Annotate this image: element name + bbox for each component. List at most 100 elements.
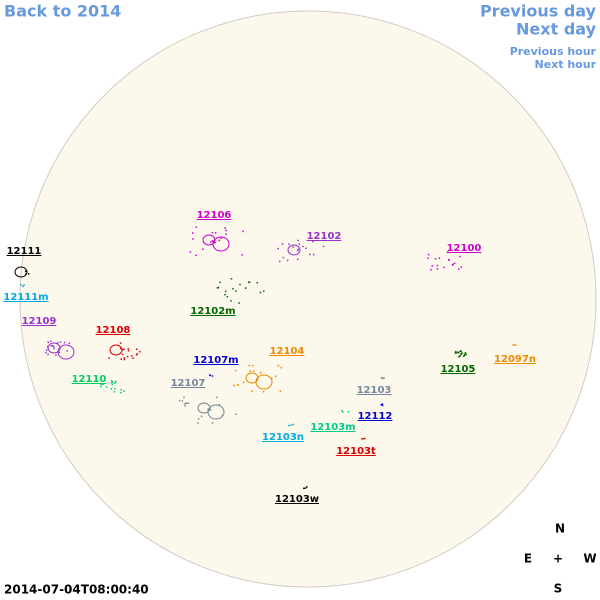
spot	[126, 355, 129, 358]
region-label[interactable]: 12111m	[3, 292, 48, 303]
spot	[225, 233, 227, 235]
region-label[interactable]: 12112	[358, 411, 393, 422]
region-label[interactable]: 12103w	[275, 494, 319, 505]
spot	[322, 245, 325, 248]
spot	[225, 290, 227, 293]
spot	[47, 353, 49, 356]
region-label[interactable]: 12107m	[193, 355, 238, 366]
region-label[interactable]: 12109	[22, 316, 57, 327]
spot-group	[108, 342, 141, 361]
spot	[114, 380, 117, 383]
spot	[114, 387, 116, 390]
spot	[123, 348, 125, 351]
spot-group	[380, 403, 384, 407]
previous-hour-link[interactable]: Previous hour	[510, 45, 597, 58]
region-label[interactable]: 12102	[307, 231, 342, 242]
spot	[23, 284, 25, 286]
spot	[195, 254, 197, 257]
spot	[211, 231, 214, 234]
spot	[110, 388, 112, 390]
spot	[119, 347, 122, 350]
spot	[461, 352, 463, 354]
spot	[123, 358, 126, 361]
spot	[459, 255, 461, 258]
region-label[interactable]: 12102m	[190, 306, 235, 317]
region-label[interactable]: 12110	[72, 374, 107, 385]
spot	[211, 375, 214, 377]
spot-group	[512, 344, 517, 346]
spot	[381, 377, 384, 380]
spot	[220, 237, 222, 239]
next-hour-link[interactable]: Next hour	[535, 58, 597, 71]
spot	[458, 355, 460, 358]
region-label[interactable]: 12106	[197, 210, 232, 221]
spot	[312, 240, 314, 243]
spot	[221, 414, 224, 417]
spot	[460, 353, 462, 355]
spot	[58, 351, 61, 354]
spot	[296, 249, 299, 252]
spot	[113, 390, 116, 393]
spot	[111, 381, 113, 384]
spot	[383, 377, 385, 379]
spot	[251, 390, 253, 392]
spot	[192, 238, 194, 240]
region-label[interactable]: 12105	[441, 364, 476, 375]
spot	[256, 281, 259, 284]
spot	[197, 422, 199, 424]
spot	[53, 345, 55, 348]
spot	[111, 381, 114, 383]
spot	[297, 239, 300, 242]
compass-east: E	[524, 552, 532, 566]
region-label[interactable]: 12111	[7, 246, 42, 257]
compass-center: +	[553, 552, 563, 566]
region-label[interactable]: 12103m	[310, 422, 355, 433]
region-label[interactable]: 12103t	[336, 446, 376, 457]
spot-group	[277, 239, 325, 263]
back-link[interactable]: Back to 2014	[4, 2, 121, 21]
spot	[202, 248, 204, 250]
spot	[262, 391, 265, 393]
region-label[interactable]: 12104	[270, 346, 305, 357]
spot	[446, 251, 449, 253]
spot	[248, 364, 251, 367]
region-label[interactable]: 12100	[447, 243, 482, 254]
spot	[45, 351, 47, 354]
spot	[219, 281, 221, 284]
spot	[214, 241, 216, 244]
next-day-link[interactable]: Next day	[516, 20, 597, 39]
spot	[238, 302, 240, 304]
spot	[200, 415, 203, 418]
region-label[interactable]: 12097n	[494, 354, 536, 365]
spot	[288, 424, 290, 427]
spot	[248, 281, 251, 284]
region-label[interactable]: 12108	[96, 325, 131, 336]
spot-group	[14, 266, 30, 278]
region-label[interactable]: 12103	[357, 385, 392, 396]
spot	[302, 245, 304, 248]
spot	[464, 352, 467, 354]
spot	[122, 348, 124, 351]
spot	[290, 424, 292, 426]
spot	[233, 384, 235, 387]
previous-day-link[interactable]: Previous day	[480, 2, 597, 21]
region-label[interactable]: 12103n	[262, 432, 304, 443]
spot	[119, 342, 122, 344]
spot	[234, 369, 237, 372]
spot	[225, 229, 227, 232]
spot	[210, 241, 212, 244]
spot	[303, 487, 305, 490]
spot	[347, 410, 350, 413]
spot	[252, 370, 255, 372]
spot	[57, 342, 59, 344]
region-label[interactable]: 12107	[171, 378, 206, 389]
spot	[120, 389, 122, 391]
spot	[286, 259, 289, 262]
spot	[465, 353, 468, 356]
spot-group	[380, 377, 385, 380]
spot	[277, 364, 280, 367]
spot	[216, 396, 218, 399]
spot	[197, 418, 200, 420]
compass-north: N	[555, 522, 565, 536]
spot	[113, 382, 116, 385]
